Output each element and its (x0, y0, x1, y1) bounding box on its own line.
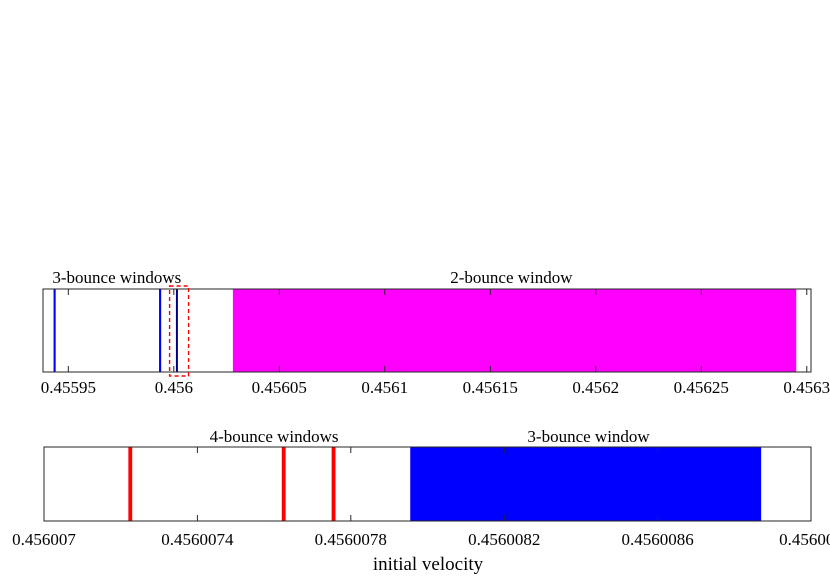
x-tick-label-0-7: 0.4563 (783, 378, 830, 397)
annotation-1-1: 3-bounce window (527, 427, 650, 446)
x-tick-label-0-4: 0.45615 (463, 378, 518, 397)
zoom-highlight-box (168, 285, 190, 377)
x-axis-label: initial velocity (373, 554, 484, 575)
window-band-0-1 (159, 289, 162, 372)
x-tick-label-0-2: 0.45605 (252, 378, 307, 397)
annotation-0-0: 3-bounce windows (52, 268, 181, 287)
annotation-1-0: 4-bounce windows (210, 427, 339, 446)
x-tick-label-1-0: 0.456007 (12, 530, 76, 549)
x-tick-label-0-5: 0.4562 (572, 378, 619, 397)
annotation-0-1: 2-bounce window (450, 268, 573, 287)
window-band-1-1 (281, 447, 286, 521)
x-tick-label-1-4: 0.4560086 (621, 530, 693, 549)
window-band-1-0 (128, 447, 133, 521)
window-band-0-0 (53, 289, 56, 372)
x-tick-label-0-6: 0.45625 (674, 378, 729, 397)
window-band-0-3 (232, 289, 797, 372)
window-band-1-3 (410, 447, 762, 521)
x-tick-label-1-3: 0.4560082 (468, 530, 540, 549)
x-tick-label-1-2: 0.4560078 (315, 530, 387, 549)
window-band-0-2 (175, 289, 178, 372)
x-tick-label-0-3: 0.4561 (361, 378, 408, 397)
x-tick-label-0-1: 0.456 (155, 378, 193, 397)
bottom-panel: 0.456007 0.4560074 0.4560078 0.4560082 0.456… (12, 427, 830, 549)
window-band-1-2 (331, 447, 336, 521)
x-tick-label-1-1: 0.4560074 (161, 530, 234, 549)
top-panel: 0.45595 0.456 0.45605 0.4561 0.45615 0.4562 0.… (41, 268, 830, 397)
x-tick-label-1-5: 0.456009 (779, 530, 830, 549)
x-tick-label-0-0: 0.45595 (41, 378, 96, 397)
